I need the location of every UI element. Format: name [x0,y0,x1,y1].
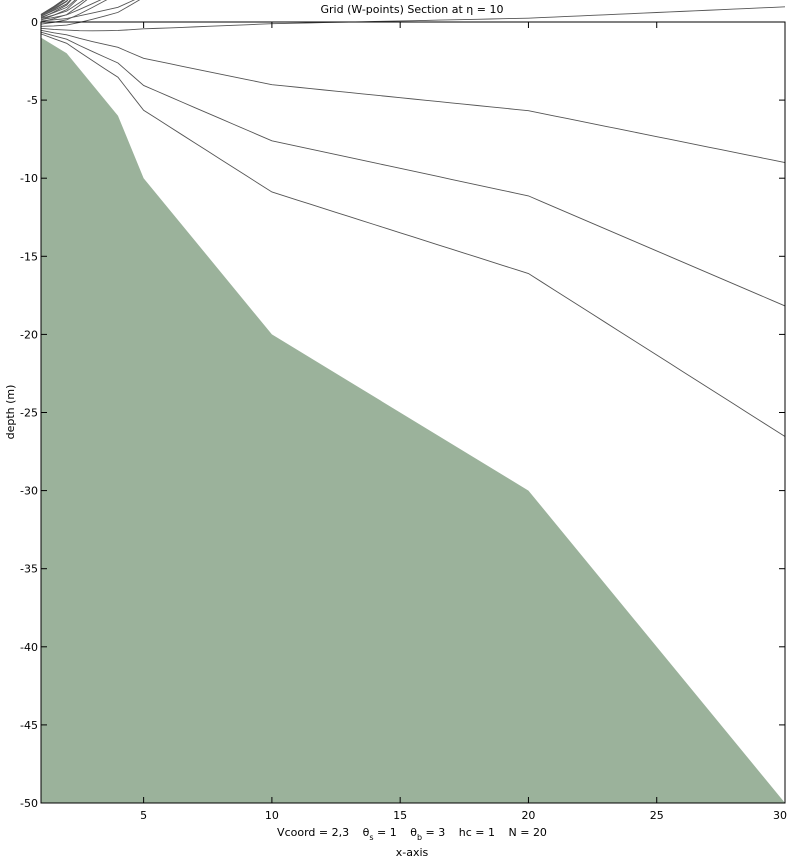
chart-title: Grid (W-points) Section at η = 10 [321,3,504,16]
y-tick-label: -25 [20,407,38,420]
y-tick-label: 0 [31,16,38,29]
theta-s-symbol: θ [363,826,370,839]
x-tick-label: 25 [650,809,664,822]
hc-param: hc = 1 [459,826,495,839]
y-tick-label: -15 [20,250,38,263]
w-level-line [40,6,786,32]
x-tick-label: 30 [773,809,787,822]
x-tick-label: 15 [393,809,407,822]
y-axis-label: depth (m) [4,385,17,440]
y-tick-label: -35 [20,563,38,576]
y-tick-label: -30 [20,485,38,498]
w-level-line [40,31,786,307]
w-level-line [40,29,786,163]
land-mask [41,22,785,803]
x-tick-label: 5 [140,809,147,822]
theta-b-subscript: b [417,833,422,842]
w-level-line [40,33,786,437]
y-tick-label: -5 [27,94,38,107]
n-param: N = 20 [509,826,547,839]
y-tick-label: -10 [20,172,38,185]
theta-s-subscript: s [369,833,373,842]
x-axis-label: x-axis [396,846,429,859]
plot-area [40,0,786,804]
vcoord-param: Vcoord = 2,3 [277,826,349,839]
x-tick-label: 20 [521,809,535,822]
y-tick-labels: 0 -5 -10 -15 -20 -25 -30 -35 -40 -45 -50 [20,16,38,810]
x-tick-labels: 5 10 15 20 25 30 [140,809,787,822]
theta-s-value: = 1 [374,826,397,839]
theta-b-value: = 3 [422,826,445,839]
y-tick-label: -20 [20,328,38,341]
vertical-coordinate-parameters: Vcoord = 2,3 θs = 1 θb = 3 hc = 1 N = 20 [277,826,547,842]
x-tick-label: 10 [265,809,279,822]
y-tick-label: -40 [20,641,38,654]
theta-b-symbol: θ [410,826,417,839]
y-tick-label: -45 [20,719,38,732]
y-tick-label: -50 [20,797,38,810]
